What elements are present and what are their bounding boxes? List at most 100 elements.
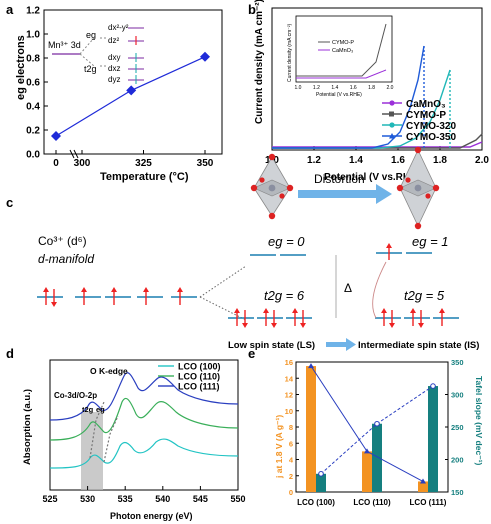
- octahedron-regular-icon: [250, 153, 294, 220]
- e-category-label: LCO (100): [297, 498, 335, 507]
- spin-down-head-icon: [51, 302, 57, 307]
- panel-e-left-ylabel: j at 1.8 V (A g⁻¹): [274, 415, 284, 479]
- e-left-tick-label: 14: [285, 374, 294, 383]
- inset-xtick-label: 2.0: [387, 85, 394, 91]
- panel-label-b: b: [248, 2, 256, 17]
- intermediate-spin-label: Intermediate spin state (IS): [358, 340, 479, 351]
- panel-label-a: a: [6, 2, 14, 17]
- d-manifold-label: d-manifold: [38, 252, 94, 266]
- spin-down-head-icon: [242, 323, 248, 328]
- eg-peak-label: eg: [96, 405, 105, 414]
- a-xtick-label: 300: [74, 158, 91, 169]
- curve-camno3: [272, 141, 483, 148]
- e-bar-j: [418, 481, 428, 492]
- e-marker-tafel: [374, 420, 380, 427]
- mn-ion-label: Mn³⁺ 3d: [48, 40, 81, 50]
- a-ytick-label: 1.2: [26, 6, 40, 17]
- distortion-label: Distortion: [314, 172, 365, 186]
- axis-break-mark: [69, 149, 79, 159]
- e-category-label: LCO (110): [353, 498, 391, 507]
- panel-label-e: e: [248, 346, 255, 361]
- e-left-tick-label: 10: [285, 407, 293, 416]
- d-xtick-label: 525: [42, 494, 57, 504]
- delta-label: Δ: [344, 281, 352, 295]
- b-xtick-label: 1.8: [433, 155, 447, 166]
- panel-d-frame: [49, 359, 239, 491]
- b-legend-marker: [389, 122, 395, 128]
- e-bar-tafel: [372, 423, 382, 492]
- spin-up-head-icon: [410, 308, 416, 313]
- d-xtick-label: 545: [193, 494, 208, 504]
- ls-to-is-arrow-icon: [326, 338, 356, 351]
- inset-ylabel: Current density (mA cm⁻²): [287, 23, 293, 82]
- guide-eg: [103, 415, 119, 463]
- e-left-tick-label: 12: [285, 391, 293, 400]
- e-left-tick-label: 4: [289, 456, 294, 465]
- t2g-ls-label: t2g = 6: [264, 288, 305, 303]
- orbital-dxz: dxz: [108, 64, 120, 73]
- inset-xtick-label: 1.0: [295, 85, 302, 91]
- d-legend-label: LCO (110): [178, 372, 220, 382]
- panel-label-c: c: [6, 195, 13, 210]
- spin-down-head-icon: [300, 323, 306, 328]
- inset-legend-cymo-p: CYMO-P: [332, 40, 354, 46]
- spin-up-head-icon: [81, 287, 87, 292]
- b-xtick-label: 1.4: [349, 155, 363, 166]
- a-data-point: [200, 51, 210, 62]
- b-legend-marker: [389, 100, 395, 106]
- curve-lco-100: [49, 438, 239, 469]
- panel-b-ylabel: Current density (mA cm⁻²): [254, 0, 265, 124]
- spin-up-head-icon: [439, 308, 445, 313]
- a-data-point: [51, 131, 61, 141]
- panel-b-xlabel: Potential (V vs.RHE): [324, 172, 420, 183]
- panel-d-chart: 525 530 535 540 545 550 Absorption (a.u.) Pho…: [22, 359, 246, 521]
- orbital-dx2y2: dx²-y²: [108, 23, 129, 32]
- spin-up-head-icon: [381, 308, 387, 313]
- inset-xlabel: Potential (V vs.RHE): [316, 92, 362, 98]
- t2g-is-label: t2g = 5: [404, 288, 445, 303]
- panel-a-frame: [43, 9, 223, 155]
- e-right-tick-label: 150: [451, 488, 464, 497]
- a-ytick-label: 0.6: [26, 78, 40, 89]
- e-left-tick-label: 0: [289, 488, 293, 497]
- e-left-tick-label: 16: [285, 358, 293, 367]
- eg-is-label: eg = 1: [412, 234, 449, 249]
- panel-label-d: d: [6, 346, 14, 361]
- e-right-tick-label: 200: [451, 456, 464, 465]
- e-bar-j: [362, 451, 372, 492]
- inset-xtick-label: 1.2: [313, 85, 320, 91]
- e-marker-j: [308, 363, 314, 369]
- a-ytick-label: 0.8: [26, 54, 40, 65]
- b-legend-marker: [389, 111, 394, 117]
- b-xtick-label: 1.2: [307, 155, 321, 166]
- b-legend-marker: [389, 133, 395, 139]
- a-xtick-label: 350: [197, 158, 214, 169]
- panel-d-legend: LCO (100)LCO (110)LCO (111): [158, 362, 221, 392]
- e-right-tick-label: 350: [451, 358, 464, 367]
- a-ytick-label: 0.4: [26, 102, 40, 113]
- panel-a-xlabel: Temperature (°C): [100, 171, 189, 183]
- e-bar-j: [306, 366, 316, 492]
- e-left-tick-label: 6: [289, 439, 293, 448]
- panel-d-curves: [49, 372, 239, 469]
- b-xtick-label: 1.6: [391, 155, 405, 166]
- panel-b-chart: 1.0 1.2 1.4 1.6 1.8 2.0 Current density (mA c…: [254, 0, 489, 183]
- d-xtick-label: 540: [155, 494, 170, 504]
- spin-up-head-icon: [263, 308, 269, 313]
- curve-cymo-320: [272, 69, 451, 149]
- d-legend-label: LCO (111): [178, 382, 220, 392]
- t2g-level-label: t2g: [84, 64, 97, 74]
- orbital-inset: Mn³⁺ 3d eg t2g dx²-y² dz² dxy dxz dyz: [48, 23, 144, 84]
- a-data-point: [126, 85, 137, 96]
- b-xtick-label: 2.0: [475, 155, 489, 166]
- spin-down-head-icon: [271, 323, 277, 328]
- t2g-peak-label: t2g: [82, 405, 94, 414]
- panel-b-curves: [272, 45, 483, 149]
- e-marker-j: [364, 448, 370, 454]
- panel-e-chart: 0 2 4 6 8 10 12 14 16 150 200 250 300 350 LCO (100) L…: [274, 358, 484, 507]
- eg-level-label: eg: [86, 30, 96, 40]
- e-bar-tafel: [316, 473, 326, 492]
- panel-e-right-ylabel: Tafel slope (mV dec⁻¹): [474, 376, 484, 466]
